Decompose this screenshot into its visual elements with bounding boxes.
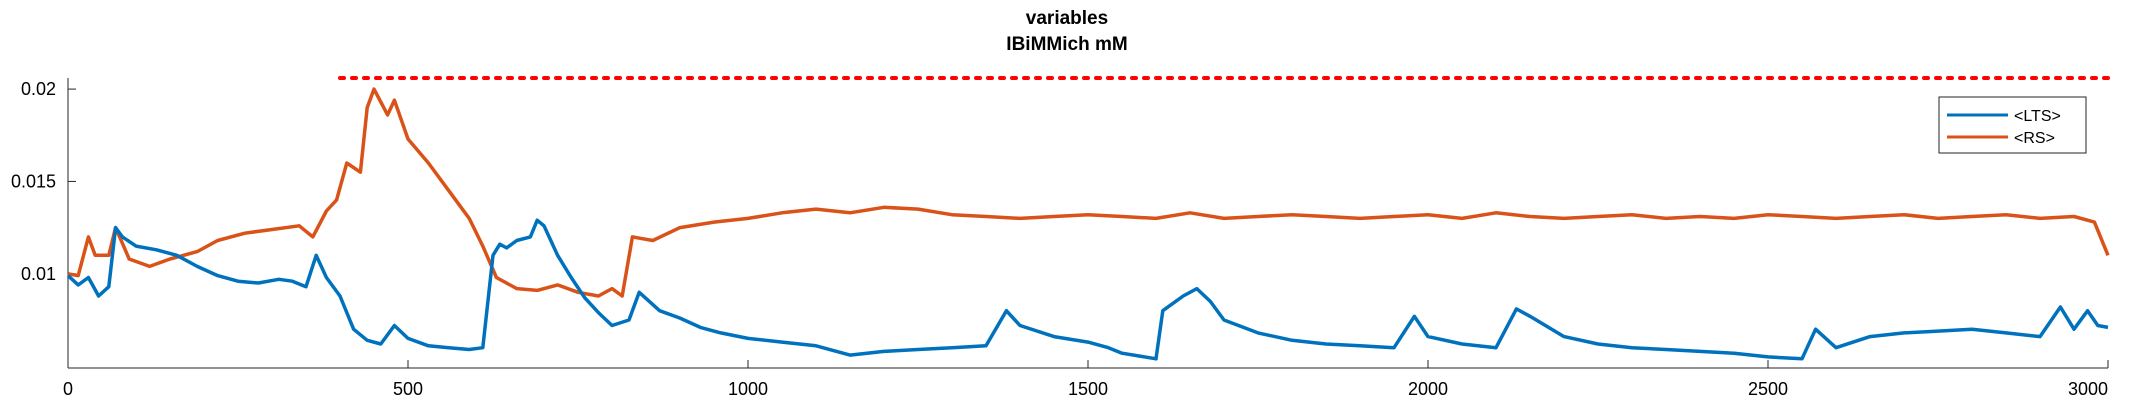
chart-title: variables xyxy=(1026,8,1108,29)
x-tick-label: 2000 xyxy=(1408,379,1448,399)
y-tick-label: 0.01 xyxy=(21,264,56,284)
x-tick-label: 2500 xyxy=(1748,379,1788,399)
legend: <LTS> <RS> xyxy=(1938,96,2087,154)
series-lines xyxy=(66,87,2110,361)
x-tick-label: 0 xyxy=(63,379,73,399)
y-ticks: 0.01 0.015 0.02 xyxy=(11,79,76,284)
x-ticks: 0 500 1000 1500 2000 2500 3000 xyxy=(63,360,2109,399)
y-tick-label: 0.02 xyxy=(21,79,56,99)
legend-label-rs: <RS> xyxy=(2014,130,2055,147)
legend-label-lts: <LTS> xyxy=(2014,108,2061,125)
series-line-lts xyxy=(66,218,2109,361)
legend-box xyxy=(1938,96,2087,154)
y-tick-label: 0.015 xyxy=(11,171,56,191)
x-tick-label: 1500 xyxy=(1068,379,1108,399)
plot-area: 0 500 1000 1500 2000 2500 3000 0.01 0.015 0.02 xyxy=(11,76,2110,399)
series-line-rs xyxy=(67,87,2110,298)
x-tick-label: 500 xyxy=(393,379,423,399)
chart-subtitle: IBiMMich mM xyxy=(1006,34,1127,55)
x-tick-label: 3000 xyxy=(2068,379,2108,399)
x-tick-label: 1000 xyxy=(728,379,768,399)
